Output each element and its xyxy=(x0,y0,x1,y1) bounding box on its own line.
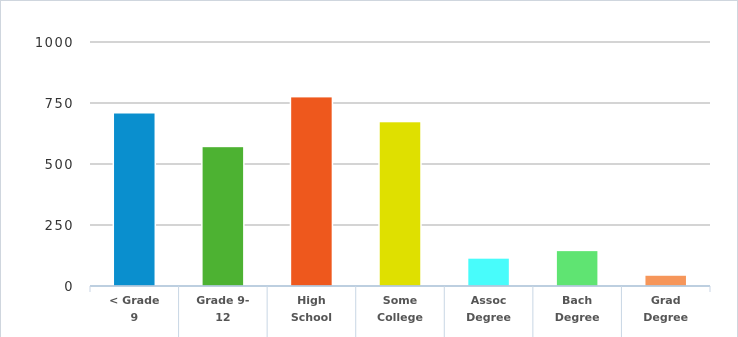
bar-4 xyxy=(466,257,511,287)
bar-6 xyxy=(643,274,688,287)
x-category-label-5: Bach Degree xyxy=(555,294,600,324)
y-tick-label-500: 500 xyxy=(45,158,74,173)
x-axis xyxy=(89,285,711,337)
x-category-label-0: < Grade 9 xyxy=(109,294,159,324)
bar-3 xyxy=(378,120,422,287)
bars xyxy=(112,95,688,287)
bar-0 xyxy=(112,112,157,287)
y-tick-label-0: 0 xyxy=(64,280,74,295)
frame-border-left xyxy=(0,0,1,337)
y-axis-tick-labels: 0 250 500 750 1000 xyxy=(35,36,74,295)
x-category-label-2: High School xyxy=(291,294,332,324)
x-category-label-3: Some College xyxy=(377,294,423,324)
y-tick-label-1000: 1000 xyxy=(35,36,74,51)
x-category-label-1: Grade 9-12 xyxy=(196,294,249,324)
x-category-label-4: Assoc Degree xyxy=(466,294,511,324)
frame-border-top xyxy=(0,0,738,1)
bar-2 xyxy=(289,95,334,287)
x-axis-category-labels: < Grade 9 Grade 9-12 High School Some College A… xyxy=(109,294,688,324)
y-tick-label-250: 250 xyxy=(45,219,74,234)
x-category-label-6: Grad Degree xyxy=(643,294,688,324)
bar-1 xyxy=(201,145,245,287)
bar-5 xyxy=(555,249,599,287)
y-tick-label-750: 750 xyxy=(45,97,74,112)
